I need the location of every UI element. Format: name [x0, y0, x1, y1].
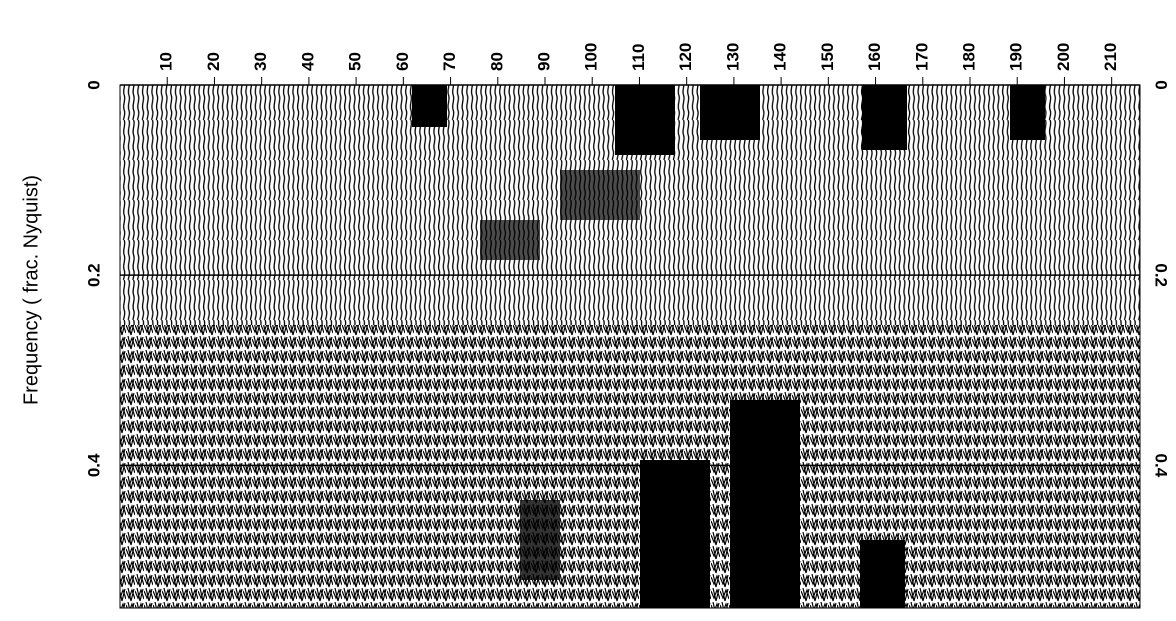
x-tick-label: 20	[204, 52, 223, 71]
x-tick-label: 140	[771, 43, 790, 71]
x-tick-label: 170	[912, 43, 931, 71]
y-tick-label: 0.2	[84, 263, 103, 287]
y-tick-label: 0	[84, 80, 103, 89]
x-tick-label: 40	[298, 52, 317, 71]
x-tick-label: 30	[251, 52, 270, 71]
y-tick-label: 0.4	[84, 453, 103, 477]
x-tick-label: 70	[440, 52, 459, 71]
x-tick-label: 210	[1101, 43, 1120, 71]
x-tick-label: 120	[676, 43, 695, 71]
x-tick-label: 150	[818, 43, 837, 71]
y-tick-label-right: 0	[1152, 80, 1171, 89]
x-tick-label: 10	[157, 52, 176, 71]
trace-texture	[120, 85, 1140, 608]
x-tick-label: 180	[959, 43, 978, 71]
x-tick-label: 60	[393, 52, 412, 71]
y-tick-label-right: 0.4	[1152, 454, 1171, 478]
x-tick-label: 90	[534, 52, 553, 71]
y-tick-label-right: 0.2	[1152, 263, 1171, 287]
x-tick-label: 190	[1007, 43, 1026, 71]
x-tick-label: 110	[629, 44, 648, 71]
x-tick-label: 50	[346, 52, 365, 71]
x-tick-label: 100	[582, 43, 601, 71]
x-tick-label: 160	[865, 43, 884, 71]
x-tick-label: 130	[723, 43, 742, 71]
chart: Frequency ( frac. Nyquist) 10 20 30 40 50 60 7…	[0, 0, 1176, 621]
x-tick-label: 200	[1054, 43, 1073, 71]
x-tick-label: 80	[487, 52, 506, 71]
y-axis-label: Frequency ( frac. Nyquist)	[20, 175, 42, 405]
